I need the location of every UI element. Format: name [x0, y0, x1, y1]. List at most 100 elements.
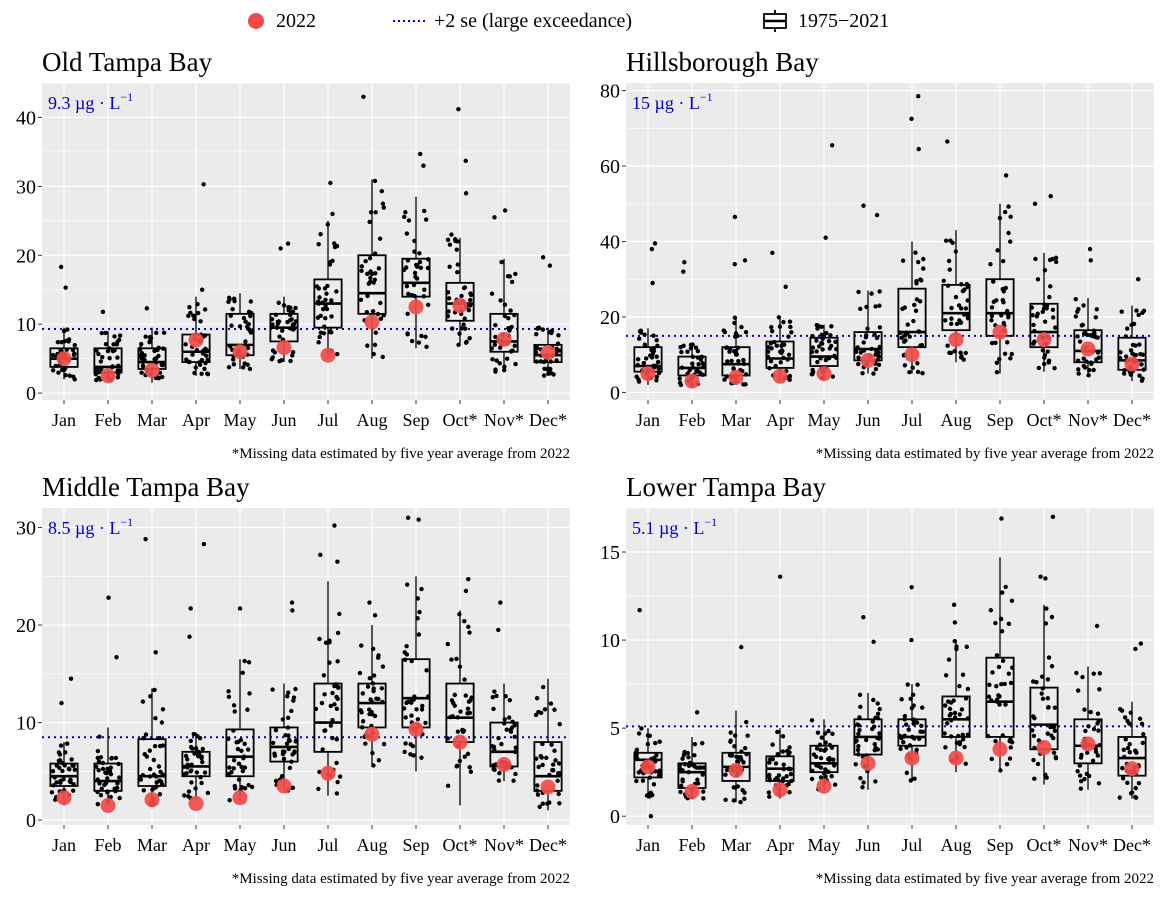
- observation-point: [359, 643, 364, 648]
- observation-point: [960, 672, 966, 677]
- observation-point: [1081, 303, 1086, 308]
- observation-point: [919, 723, 924, 729]
- observation-point: [321, 331, 327, 336]
- point-2022: [100, 368, 116, 384]
- observation-point: [445, 783, 451, 788]
- point-2022: [1080, 341, 1096, 357]
- observation-point: [419, 755, 424, 760]
- observation-point: [186, 313, 191, 318]
- outlier-point: [100, 309, 106, 314]
- observation-point: [1032, 776, 1037, 781]
- observation-point: [445, 641, 451, 647]
- observation-point: [415, 717, 421, 722]
- observation-point: [363, 741, 368, 746]
- observation-point: [94, 348, 99, 353]
- outlier-point: [637, 607, 642, 613]
- point-2022: [56, 351, 72, 367]
- observation-point: [330, 690, 335, 696]
- observation-point: [787, 319, 793, 324]
- observation-point: [947, 267, 952, 272]
- observation-point: [108, 771, 114, 777]
- chart-panel-hillsborough-bay: Hillsborough Bay 0 20 40 60 80 Jan Feb Mar Apr Ma…: [584, 45, 1167, 490]
- point-2022: [188, 796, 204, 812]
- x-tick-label: Nov*: [1068, 410, 1108, 430]
- observation-point: [1127, 742, 1132, 747]
- observation-point: [989, 756, 994, 762]
- observation-point: [507, 274, 513, 279]
- observation-point: [549, 742, 554, 747]
- observation-point: [912, 776, 917, 781]
- outlier-point: [187, 634, 192, 639]
- x-tick-label: Apr: [766, 835, 794, 855]
- observation-point: [497, 361, 502, 366]
- observation-point: [328, 703, 333, 709]
- outlier-point: [466, 577, 471, 582]
- observation-point: [832, 782, 838, 787]
- observation-point: [988, 262, 993, 267]
- observation-point: [491, 744, 497, 749]
- observation-point: [424, 344, 429, 350]
- observation-point: [115, 355, 120, 360]
- observation-point: [877, 289, 882, 294]
- observation-point: [468, 292, 474, 298]
- observation-point: [856, 731, 861, 737]
- outlier-point: [861, 203, 866, 208]
- observation-point: [856, 723, 861, 728]
- observation-point: [49, 790, 55, 795]
- outlier-point: [777, 574, 783, 579]
- outlier-point: [418, 151, 423, 157]
- x-tick-label: Jul: [901, 835, 922, 855]
- observation-point: [957, 739, 963, 745]
- x-tick-label: Oct*: [443, 835, 478, 855]
- observation-point: [743, 382, 748, 387]
- box: [1073, 718, 1103, 765]
- observation-point: [636, 731, 642, 736]
- observation-point: [184, 771, 189, 776]
- observation-point: [828, 333, 833, 338]
- observation-point: [917, 299, 923, 304]
- point-2022: [144, 362, 160, 378]
- observation-point: [243, 319, 248, 324]
- observation-point: [634, 778, 639, 784]
- x-tick-label: Dec*: [529, 835, 567, 855]
- observation-point: [1006, 671, 1012, 676]
- observation-point: [455, 729, 461, 734]
- observation-point: [814, 746, 820, 751]
- box: [941, 283, 971, 332]
- observation-point: [103, 330, 108, 336]
- outlier-point: [328, 180, 333, 186]
- observation-point: [921, 256, 926, 262]
- observation-point: [403, 210, 408, 215]
- observation-point: [1136, 781, 1142, 786]
- observation-point: [653, 740, 658, 746]
- observation-point: [490, 694, 495, 700]
- outlier-point: [143, 537, 148, 542]
- observation-point: [458, 709, 463, 714]
- observation-point: [329, 314, 334, 319]
- observation-point: [381, 741, 387, 747]
- x-tick-label: Sep: [403, 835, 430, 855]
- observation-point: [185, 757, 190, 762]
- observation-point: [1121, 747, 1126, 752]
- outlier-point: [416, 517, 421, 522]
- observation-point: [1047, 257, 1053, 263]
- observation-point: [447, 242, 453, 247]
- observation-point: [452, 703, 457, 708]
- observation-point: [117, 775, 122, 780]
- observation-point: [370, 308, 376, 314]
- observation-point: [1040, 309, 1045, 314]
- boxplot-chart: 0 10 20 30 40 Jan Feb Mar Apr May Jun Jul Aug Sep Oct*…: [16, 82, 570, 430]
- observation-point: [1137, 342, 1142, 347]
- observation-point: [993, 620, 998, 626]
- x-tick-label: Feb: [679, 410, 706, 430]
- observation-point: [317, 636, 322, 642]
- observation-point: [736, 358, 741, 364]
- box: [401, 257, 431, 298]
- observation-point: [1045, 677, 1051, 682]
- observation-point: [1081, 331, 1087, 336]
- observation-point: [329, 298, 334, 303]
- plot-background: [42, 508, 570, 825]
- observation-point: [189, 780, 194, 785]
- observation-point: [489, 291, 495, 296]
- observation-point: [493, 369, 498, 374]
